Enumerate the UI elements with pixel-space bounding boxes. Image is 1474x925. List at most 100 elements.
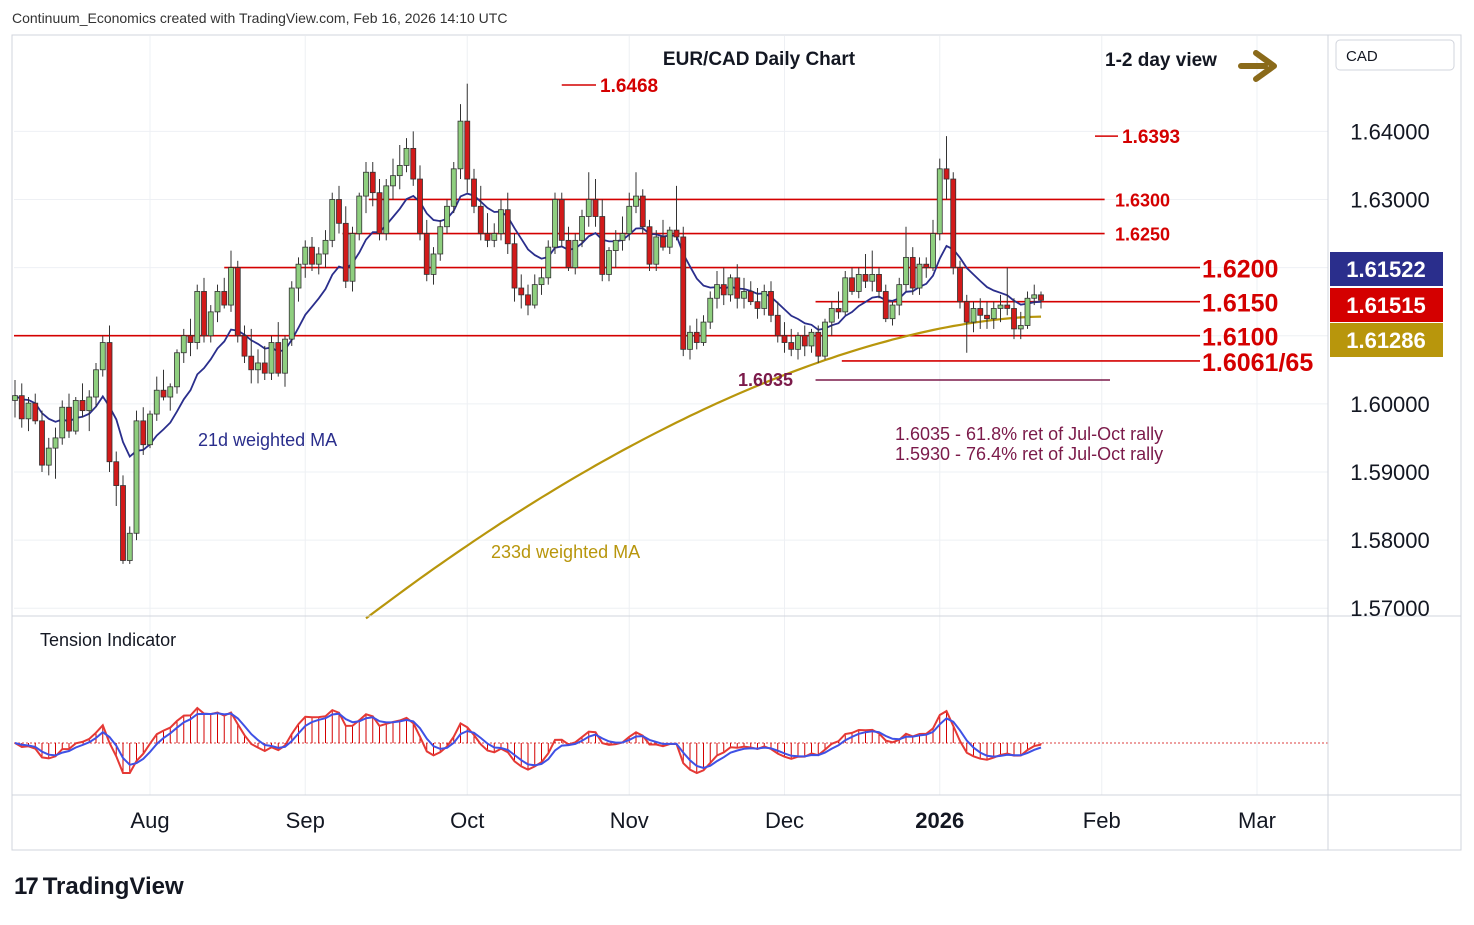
candle-body [957,267,963,303]
candle-body [781,335,788,343]
candle-body [72,400,79,432]
candle-body [700,321,707,343]
candle-body [93,369,99,398]
candle-body [18,395,25,420]
level-label: 1.6061/65 [1202,349,1313,377]
currency-box [1335,39,1455,71]
candle-body [923,263,930,269]
candle-body [140,420,147,446]
candle-body [936,168,943,234]
candle-body [174,352,180,388]
candle-body [471,178,477,207]
candle-body [153,389,160,415]
candle-body [1031,294,1038,299]
candle-body [862,274,869,282]
candle-body [396,165,403,177]
y-tick-label: 1.57000 [1350,596,1430,621]
candle-body [120,485,126,561]
candle-body [558,199,565,241]
candle-body [693,331,700,343]
candle-body [248,355,255,371]
candle-body [842,277,849,313]
candle-body [754,301,761,309]
level-label: 1.6250 [1115,225,1170,245]
peak-label: 1.6468 [600,76,658,97]
candle-body [882,291,889,320]
candle-body [315,253,322,265]
candle-body [984,314,990,320]
candle-body [1038,294,1044,301]
y-tick-label: 1.60000 [1350,392,1430,417]
x-tick-label: Nov [610,808,649,833]
candle-body [761,291,768,309]
candle-body [491,233,498,241]
candle-body [336,199,342,224]
y-tick-label: 1.58000 [1350,528,1430,553]
candle-body [66,406,72,432]
candle-body [930,233,936,269]
candle-body [869,274,876,282]
candle-body [349,233,356,282]
candle-body [221,291,228,306]
candle-body [714,284,720,299]
candle-body [963,301,970,323]
candle-body [113,461,120,486]
candle-body [511,243,518,289]
candle-body [234,267,241,337]
price-tag-label: 1.61522 [1346,257,1426,282]
candle-body [633,195,639,207]
ma233-line [365,315,1042,620]
candle-body [734,277,741,299]
x-tick-label: Mar [1238,808,1276,833]
ma233-label: 233d weighted MA [491,542,640,562]
candle-body [444,205,450,228]
candle-body [660,236,666,248]
candle-body [903,256,909,286]
candle-body [329,199,336,241]
candle-body [525,294,531,306]
candle-body [849,277,855,292]
candle-body [194,291,201,343]
candle-body [498,209,504,234]
candle-body [943,168,950,180]
x-tick-label: Feb [1083,808,1121,833]
level-label: 1.6150 [1202,290,1278,318]
tradingview-logo: 17 TradingView [14,873,184,900]
candle-body [363,171,369,197]
level-label: 1.6100 [1202,324,1278,352]
candle-body [1011,308,1017,330]
chart-title: EUR/CAD Daily Chart [663,49,856,70]
candle-body [430,253,437,275]
candle-body [977,308,984,316]
candle-body [653,236,660,265]
price-tag [1330,252,1443,286]
y-tick-label: 1.63000 [1350,187,1430,212]
candle-body [727,277,734,296]
candle-body [990,308,997,320]
candle-body [484,233,491,241]
candle-body [457,120,464,170]
candle-body [855,274,862,292]
candle-body [295,263,302,289]
candle-body [687,331,693,350]
candle-body [450,168,457,207]
candle-body [214,291,221,313]
candle-body [464,120,471,180]
candle-body [45,447,52,466]
candle-body [619,233,626,241]
candle-body [822,321,828,357]
candle-body [228,267,234,306]
level-label: 1.6300 [1115,190,1170,210]
candle-body [545,246,552,279]
candle-body [599,216,606,275]
candle-body [25,402,32,420]
candle-body [639,195,646,228]
candle-body [126,532,133,561]
candle-body [626,205,633,234]
candle-body [909,256,916,289]
candle-body [950,178,957,268]
candle-body [282,338,288,374]
candle-body [302,246,309,265]
candle-body [504,209,511,245]
